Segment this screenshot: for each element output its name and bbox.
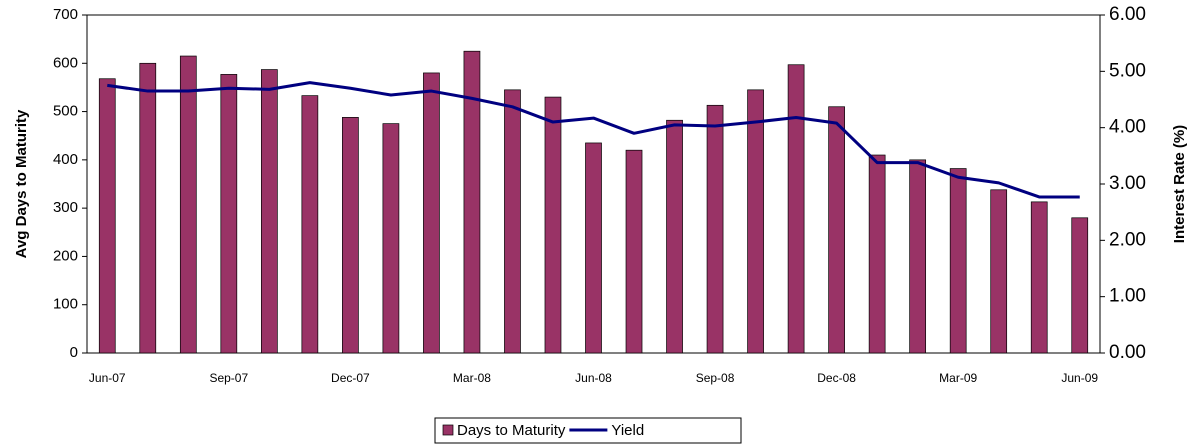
y-tick-label: 0: [70, 344, 78, 361]
y2-tick-label: 4.00: [1109, 117, 1146, 138]
legend-label: Yield: [611, 422, 644, 439]
bar: [342, 117, 359, 354]
bar: [98, 78, 116, 354]
y-tick-label: 300: [53, 199, 78, 216]
y2-tick-label: 0.00: [1109, 342, 1146, 363]
bar: [301, 95, 319, 354]
bar: [504, 89, 521, 354]
bar: [868, 154, 886, 354]
bar: [747, 89, 764, 354]
y2-tick-label: 3.00: [1109, 173, 1146, 194]
bar: [139, 62, 157, 354]
x-tick-label: Sep-08: [696, 371, 735, 385]
y-tick-label: 700: [53, 6, 78, 23]
bar: [585, 142, 602, 354]
bar: [463, 50, 481, 354]
y2-tick-label: 2.00: [1109, 229, 1146, 250]
bar: [382, 123, 400, 354]
y-tick-label: 500: [53, 103, 78, 120]
bar: [828, 106, 845, 354]
bar: [179, 55, 197, 354]
bar: [625, 149, 643, 354]
y-tick-label: 400: [53, 151, 78, 168]
bar: [260, 69, 278, 354]
y2-axis-label: Interest Rate (%): [1171, 125, 1188, 243]
x-tick-label: Jun-08: [575, 371, 612, 385]
legend-swatch: [442, 424, 454, 436]
y-axis-label: Avg Days to Maturity: [13, 109, 30, 258]
bar: [423, 72, 440, 354]
bar: [949, 168, 967, 354]
bar: [787, 64, 805, 354]
x-tick-label: Jun-09: [1061, 371, 1098, 385]
line: [107, 81, 1080, 199]
x-tick-label: Sep-07: [209, 371, 248, 385]
y-tick-label: 100: [53, 296, 78, 313]
bar: [1030, 201, 1048, 354]
bar: [220, 74, 238, 354]
bar: [1071, 217, 1089, 354]
y2-tick-label: 5.00: [1109, 60, 1146, 81]
legend-label: Days to Maturity: [457, 422, 566, 439]
y-tick-label: 200: [53, 247, 78, 264]
bar: [990, 189, 1008, 354]
bar: [666, 119, 683, 354]
x-tick-label: Jun-07: [89, 371, 126, 385]
x-tick-label: Dec-07: [331, 371, 370, 385]
x-tick-label: Mar-08: [453, 371, 491, 385]
bar: [544, 96, 562, 354]
y-tick-label: 600: [53, 54, 78, 71]
y2-tick-label: 1.00: [1109, 286, 1146, 307]
y2-tick-label: 6.00: [1109, 4, 1146, 25]
bar: [706, 104, 724, 354]
x-tick-label: Mar-09: [939, 371, 977, 385]
bar: [909, 159, 927, 354]
x-tick-label: Dec-08: [817, 371, 856, 385]
